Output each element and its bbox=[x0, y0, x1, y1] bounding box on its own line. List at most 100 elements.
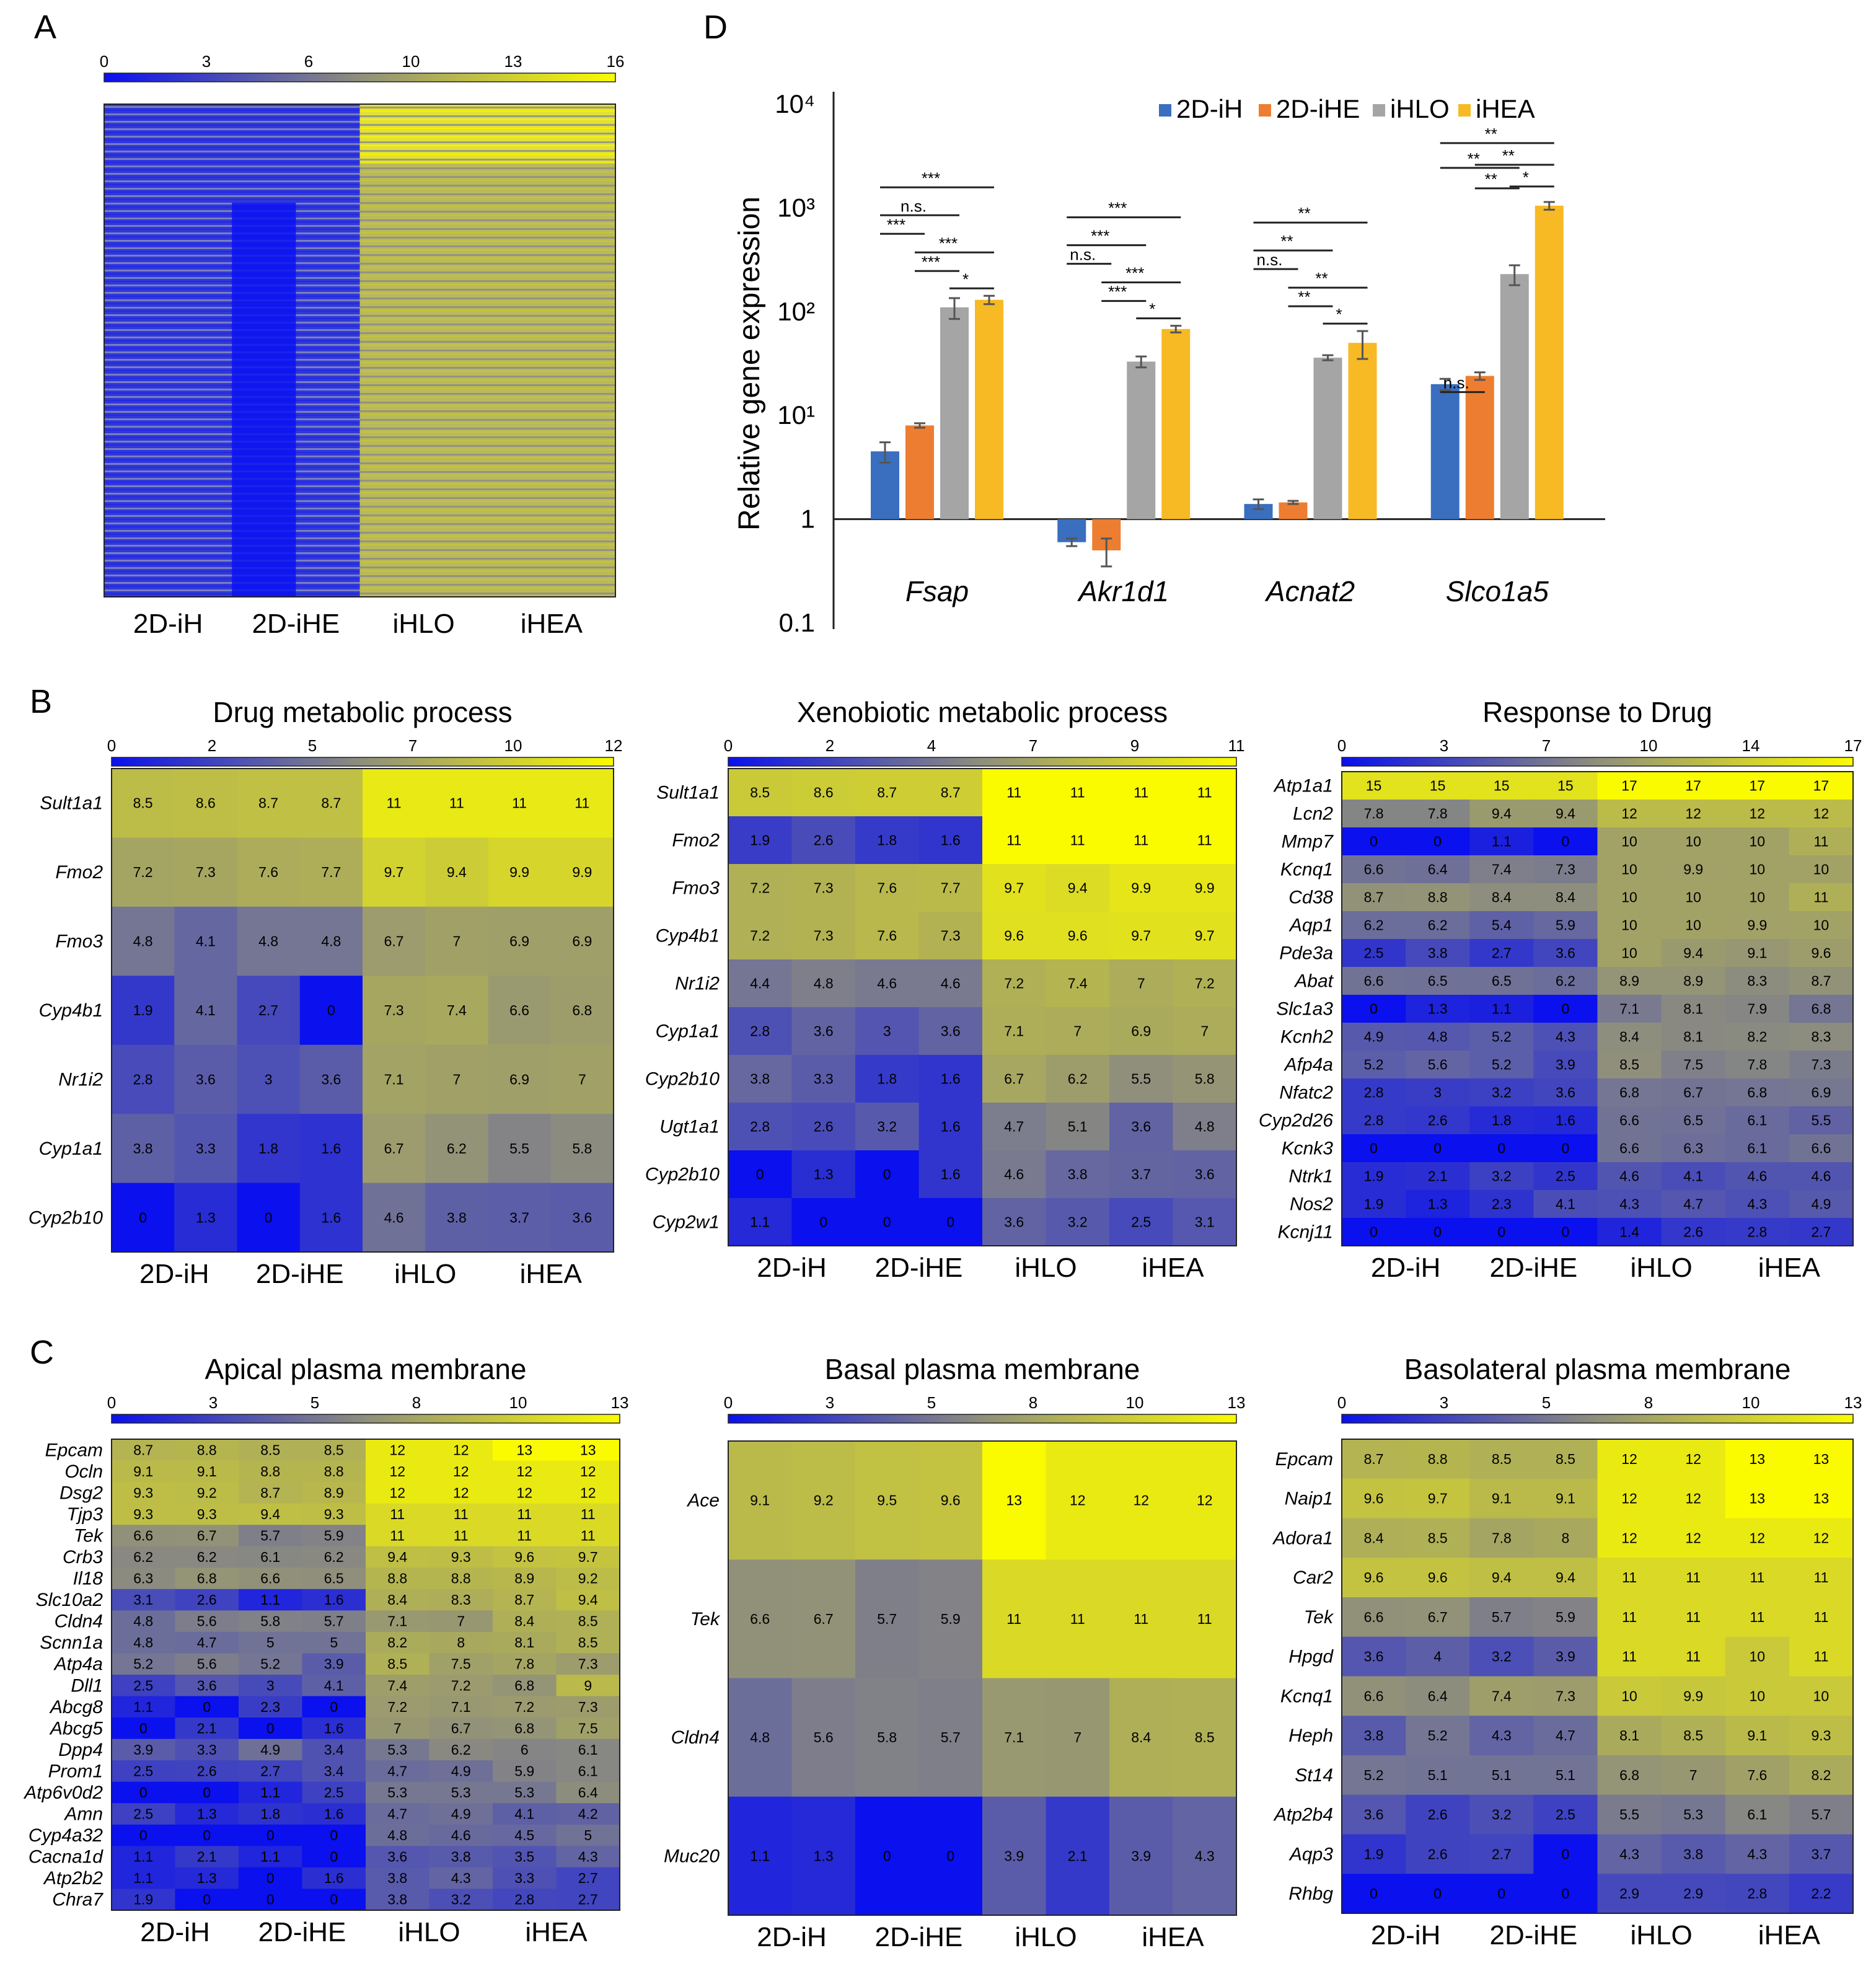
panelC3-cell bbox=[1597, 1478, 1662, 1519]
panelC2-cell-value: 8.4 bbox=[1131, 1729, 1151, 1745]
panelC1-cell bbox=[366, 1760, 429, 1783]
panelB3-cell bbox=[1469, 1134, 1534, 1163]
panelC3-cell-value: 2.6 bbox=[1428, 1807, 1448, 1823]
panelB3-scale-tick: 17 bbox=[1844, 736, 1862, 755]
panelC2-cell bbox=[1109, 1796, 1173, 1916]
panelB3-cell-value: 12 bbox=[1813, 806, 1830, 822]
panelC1-cell-value: 1.1 bbox=[260, 1849, 280, 1865]
panelC3-cell bbox=[1406, 1716, 1470, 1756]
panelC3-cell bbox=[1469, 1558, 1534, 1598]
panelC3-cell-value: 3.2 bbox=[1492, 1649, 1512, 1665]
panelC1-cell bbox=[366, 1546, 429, 1568]
panelC3-cell-value: 8.5 bbox=[1428, 1530, 1448, 1546]
panelB1-gene-label: Sult1a1 bbox=[40, 793, 103, 814]
panelB2-frame bbox=[728, 768, 1237, 1246]
panelC1-cell bbox=[302, 1631, 366, 1654]
panelC1-cell-value: 0 bbox=[139, 1720, 148, 1736]
panelC1-cell-value: 11 bbox=[581, 1527, 596, 1543]
panelB2-cell-value: 3 bbox=[883, 1023, 891, 1039]
panelB3-cell bbox=[1533, 967, 1598, 995]
panelB2-cell-value: 11 bbox=[1197, 785, 1212, 801]
panelC1-cell bbox=[112, 1696, 175, 1718]
panelB3-cell bbox=[1725, 1023, 1790, 1051]
panelC1-cell-value: 8.9 bbox=[324, 1484, 344, 1501]
panelC1-cell-value: 9.3 bbox=[324, 1506, 344, 1522]
panelB3-cell bbox=[1661, 800, 1726, 828]
panelB2-gene-label: Cyp1a1 bbox=[656, 1021, 720, 1042]
panelB3-cell-value: 5.9 bbox=[1556, 917, 1575, 933]
panelC1-cell bbox=[302, 1525, 366, 1547]
panelC1-cell-value: 2.5 bbox=[133, 1763, 153, 1779]
panelB3-cell bbox=[1661, 967, 1726, 995]
panelB3-cell bbox=[1406, 1078, 1470, 1107]
panelA-group-label: iHEA bbox=[521, 609, 583, 639]
panelC3-cell bbox=[1789, 1518, 1854, 1558]
panelB2-cell bbox=[855, 1055, 919, 1103]
panelD-sig-label: ** bbox=[1315, 269, 1328, 288]
panelD-sig-label: ** bbox=[1485, 170, 1497, 188]
panelB2-cell-value: 7 bbox=[1073, 1023, 1081, 1039]
panelB1-title: Drug metabolic process bbox=[213, 696, 512, 728]
panelC1-cell bbox=[366, 1867, 429, 1889]
panelC1-cell bbox=[239, 1696, 302, 1718]
panelB2-cell-value: 5.5 bbox=[1131, 1071, 1151, 1087]
panelB3-cell bbox=[1469, 1106, 1534, 1135]
panelC1-cell-value: 1.6 bbox=[324, 1870, 344, 1886]
panelC1-cell bbox=[366, 1525, 429, 1547]
panelB3-cell-value: 1.8 bbox=[1492, 1113, 1512, 1129]
panelC2-cell bbox=[982, 1796, 1046, 1916]
panelC2-group-label: 2D-iH bbox=[757, 1922, 826, 1952]
panelC1-cell-value: 6.6 bbox=[260, 1571, 280, 1587]
panelC3-cell bbox=[1597, 1518, 1662, 1558]
panelB1-cell bbox=[488, 1114, 552, 1184]
panelC1-cell-value: 9.2 bbox=[578, 1571, 598, 1587]
panelB2-cell-value: 9.9 bbox=[1195, 880, 1215, 896]
panelB3-cell bbox=[1342, 800, 1406, 828]
panelC1-cell-value: 8.5 bbox=[578, 1613, 598, 1629]
panelC3-cell-value: 6.1 bbox=[1747, 1807, 1767, 1823]
panelB3-cell bbox=[1469, 883, 1534, 912]
panelC3-cell-value: 4.3 bbox=[1492, 1727, 1512, 1743]
panelC1-cell bbox=[175, 1803, 239, 1825]
panelC1-cell-value: 8.7 bbox=[133, 1442, 153, 1458]
panelB1-cell-value: 2.7 bbox=[258, 1002, 278, 1018]
panelC1-title: Apical plasma membrane bbox=[205, 1353, 526, 1385]
panelB2-cell-value: 1.6 bbox=[941, 1166, 961, 1183]
panelB2-cell-value: 7.6 bbox=[877, 880, 897, 896]
panelB2-cell bbox=[728, 864, 792, 912]
panelB1-cell-value: 4.8 bbox=[321, 933, 341, 950]
panelB2-cell bbox=[791, 769, 856, 817]
panelB1-cell bbox=[425, 837, 488, 907]
panelC1-gene-label: Ocln bbox=[64, 1461, 103, 1482]
panelC1-cell bbox=[239, 1460, 302, 1483]
panelB3-cell bbox=[1661, 1078, 1726, 1107]
panelC1-cell bbox=[239, 1653, 302, 1675]
panelB2-cell bbox=[1173, 769, 1237, 817]
panelB3-cell-value: 6.8 bbox=[1747, 1085, 1767, 1101]
panelB3-cell-value: 8.1 bbox=[1683, 1001, 1703, 1017]
panelB3-cell-value: 4.7 bbox=[1683, 1196, 1703, 1212]
panelC3-cell bbox=[1342, 1834, 1406, 1874]
panelB3-cell-value: 0 bbox=[1562, 1140, 1570, 1157]
panelC3-cell-value: 11 bbox=[1813, 1649, 1828, 1665]
panelB2-cell-value: 1.8 bbox=[877, 1071, 897, 1087]
panelC3-cell bbox=[1533, 1716, 1598, 1756]
panelC1-cell bbox=[556, 1589, 620, 1611]
panelB1-cell-value: 7.2 bbox=[133, 864, 153, 880]
panelC1-cell bbox=[556, 1567, 620, 1590]
panelC2-cell-value: 11 bbox=[1006, 1611, 1021, 1627]
panelB3-cell bbox=[1342, 1162, 1406, 1191]
panelC1-cell bbox=[556, 1760, 620, 1783]
panelB3-cell bbox=[1533, 827, 1598, 856]
panelB1-cell bbox=[112, 769, 175, 838]
panelC1-cell bbox=[302, 1589, 366, 1611]
panelC1-cell bbox=[556, 1739, 620, 1761]
panelB3-cell-value: 7.8 bbox=[1364, 806, 1384, 822]
panelC1-cell bbox=[366, 1610, 429, 1633]
panelC1-cell bbox=[366, 1460, 429, 1483]
panelC3-cell-value: 8.1 bbox=[1619, 1727, 1639, 1743]
panelA-high-shade bbox=[359, 163, 615, 597]
panelC1-gene-label: Slc10a2 bbox=[36, 1590, 103, 1610]
panelC1-cell bbox=[302, 1696, 366, 1718]
panelC1-cell bbox=[112, 1781, 175, 1804]
